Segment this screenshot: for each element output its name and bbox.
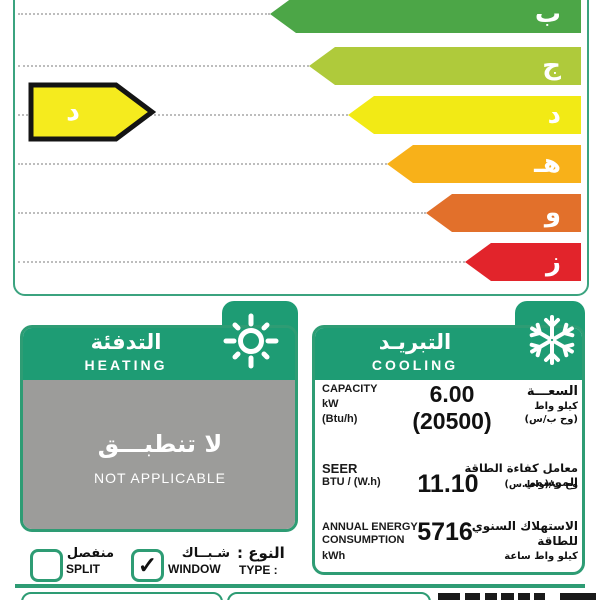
snowflake-icon <box>529 315 575 365</box>
window-label-english: WINDOW <box>168 562 221 576</box>
heating-status-arabic: لا تنطبـــق <box>97 430 223 458</box>
seer-label-arabic: معامل كفاءة الطاقة الموسمي <box>464 461 578 489</box>
capacity-label-arabic: السعـــة <box>526 384 578 399</box>
indicator-arrow-shape <box>28 82 156 142</box>
grade-letter: هـ <box>534 149 561 179</box>
window-checkbox: ✓ <box>131 549 164 582</box>
sun-icon <box>223 313 279 369</box>
split-checkbox <box>30 549 63 582</box>
checkmark-icon: ✓ <box>137 552 158 578</box>
grade-arrow-د: د <box>348 96 581 134</box>
dotted-leader-line <box>18 163 387 165</box>
annual-energy-label-arabic-2: للطاقة <box>537 534 578 548</box>
capacity-value-kw: 6.00 <box>429 381 475 407</box>
cut-off-box-left <box>21 592 223 600</box>
grade-arrow-ز: ز <box>465 243 581 281</box>
split-label-arabic: منفصل <box>66 546 114 561</box>
section-divider-line <box>15 584 585 588</box>
cut-off-box-middle <box>227 592 431 600</box>
dotted-leader-line <box>18 65 309 67</box>
annual-energy-unit: kWh <box>322 550 346 562</box>
dotted-leader-line <box>18 212 426 214</box>
heating-panel-body <box>23 380 295 529</box>
annual-energy-label-1: ANNUAL ENERGY <box>322 521 418 533</box>
grade-letter: و <box>544 198 561 228</box>
annual-energy-label-arabic-1: الاستهلاك السنوي <box>471 519 578 533</box>
type-label-english: TYPE : <box>239 563 278 577</box>
current-rating-letter: د <box>66 96 80 127</box>
heating-panel-header <box>23 328 295 380</box>
capacity-unit-btu-arabic: (وح ب/س) <box>524 414 578 425</box>
heating-title-english: HEATING <box>84 357 168 373</box>
dotted-leader-line <box>18 114 348 116</box>
cooling-title-english: COOLING <box>371 357 459 373</box>
cooling-panel <box>312 325 585 575</box>
seer-unit-arabic: وح ب/(واط.س) <box>504 479 578 490</box>
dotted-leader-line <box>18 13 270 15</box>
annual-energy-value: 5716 <box>417 518 473 546</box>
grade-arrow-ب: ب <box>270 0 581 33</box>
seer-value: 11.10 <box>417 470 479 498</box>
type-label-arabic: النوع : <box>237 544 285 562</box>
heating-status-english: NOT APPLICABLE <box>93 470 226 486</box>
capacity-unit-kw-arabic: كيلو واط <box>534 401 578 412</box>
capacity-unit-kw: kW <box>322 398 339 410</box>
grade-letter: د <box>547 100 561 130</box>
seer-label: SEER <box>322 461 358 476</box>
grade-letter: ز <box>546 247 561 277</box>
capacity-unit-btu: (Btu/h) <box>322 413 358 425</box>
rating-arrows: ب ج د هـ و ز <box>18 0 581 281</box>
heating-title-arabic: التدفئة <box>90 330 162 354</box>
grade-letter: ج <box>542 51 561 81</box>
grade-arrow-هـ: هـ <box>387 145 581 183</box>
dotted-leader-line <box>18 261 465 263</box>
window-label-arabic: شـبــاك <box>181 546 230 561</box>
grade-arrow-ج: ج <box>309 47 581 85</box>
heating-panel <box>20 325 298 532</box>
annual-energy-label-2: CONSUMPTION <box>322 534 405 546</box>
seer-unit: BTU / (W.h) <box>322 476 381 488</box>
capacity-label: CAPACITY <box>322 383 378 395</box>
grade-arrow-و: و <box>426 194 581 232</box>
capacity-value-btu: (20500) <box>412 408 492 434</box>
current-rating-indicator-arrow <box>28 82 156 142</box>
cooling-title-arabic: التبريـد <box>378 330 452 354</box>
grade-letter: ب <box>534 0 561 29</box>
split-label-english: SPLIT <box>66 562 101 576</box>
annual-energy-unit-arabic: كيلو واط ساعة <box>504 551 578 562</box>
